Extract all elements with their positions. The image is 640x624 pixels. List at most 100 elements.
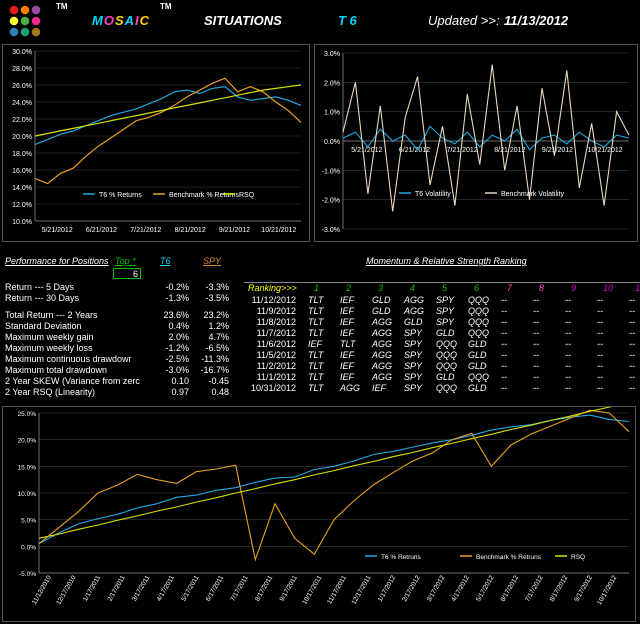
ranking-ticker-cell: -- xyxy=(501,295,507,305)
x-tick-label: 6/17/2011 xyxy=(205,574,225,602)
ranking-ticker-cell: -- xyxy=(533,350,539,360)
y-tick-label: -1.0% xyxy=(322,168,340,175)
performance-title: Performance for Positions xyxy=(5,256,109,266)
legend-label: RSQ xyxy=(571,554,585,561)
ranking-ticker-cell: -- xyxy=(565,306,571,316)
ranking-ticker-cell: -- xyxy=(501,317,507,327)
ranking-ticker-cell: AGG xyxy=(404,306,425,316)
x-tick-label: 4/17/2012 xyxy=(450,574,471,603)
ranking-table: Momentum & Relative Strength Ranking Ran… xyxy=(244,256,640,406)
performance-label-cell: 2 Year RSQ (Linearity) xyxy=(5,387,96,397)
updated-date: 11/13/2012 xyxy=(504,13,569,28)
ranking-ticker-cell: -- xyxy=(501,350,507,360)
ranking-ticker-cell: QQQ xyxy=(468,317,490,327)
ranking-ticker-cell: AGG xyxy=(372,339,393,349)
ranking-ticker-cell: IEF xyxy=(340,328,355,338)
ranking-ticker-cell: QQQ xyxy=(468,306,490,316)
brand-letter: I xyxy=(135,13,140,28)
ranking-ticker-cell: GLD xyxy=(436,372,455,382)
x-tick-label: 5/21/2012 xyxy=(351,147,382,154)
y-tick-label: -5.0% xyxy=(19,571,36,578)
ranking-ticker-cell: IEF xyxy=(340,317,355,327)
ranking-divider xyxy=(244,282,640,283)
ranking-ticker-cell: -- xyxy=(501,339,507,349)
ranking-ticker-cell: QQQ xyxy=(436,383,458,393)
ranking-ticker-cell: AGG xyxy=(372,317,393,327)
ranking-ticker-cell: AGG xyxy=(372,350,393,360)
series-line xyxy=(34,86,302,146)
x-tick-label: 10/17/2012 xyxy=(596,574,619,606)
performance-spy-cell: 0.48 xyxy=(211,387,229,397)
y-tick-label: -3.0% xyxy=(322,227,340,234)
ranking-date-cell: 11/1/2012 xyxy=(256,372,296,382)
mosaic-logo-icon xyxy=(9,5,41,37)
performance-spy-cell: -16.7% xyxy=(200,365,229,375)
y-tick-label: -2.0% xyxy=(322,198,340,205)
ranking-ticker-cell: -- xyxy=(565,328,571,338)
ranking-ticker-cell: -- xyxy=(629,317,635,327)
ranking-ticker-cell: IEF xyxy=(340,306,355,316)
ranking-ticker-cell: -- xyxy=(629,350,635,360)
ranking-ticker-cell: TLT xyxy=(308,306,324,316)
logo-dot xyxy=(9,5,19,15)
y-tick-label: 25.0% xyxy=(18,411,37,418)
ranking-ticker-cell: -- xyxy=(629,361,635,371)
ranking-ticker-cell: IEF xyxy=(340,372,355,382)
performance-spy-cell: 4.7% xyxy=(208,332,229,342)
col-t6-header: T6 xyxy=(160,256,171,266)
top-value-input[interactable]: 6 xyxy=(113,268,141,279)
ranking-ticker-cell: QQQ xyxy=(436,350,458,360)
x-tick-label: 6/21/2012 xyxy=(399,147,430,154)
ranking-ticker-cell: GLD xyxy=(468,350,487,360)
performance-t6-cell: -1.2% xyxy=(165,343,189,353)
ranking-col-header: 2 xyxy=(346,283,352,293)
x-tick-label: 9/17/2011 xyxy=(279,574,299,602)
x-tick-label: 7/21/2012 xyxy=(130,227,161,234)
ranking-ticker-cell: AGG xyxy=(372,372,393,382)
y-tick-label: 28.0% xyxy=(12,66,32,73)
ranking-col-header: 10 xyxy=(603,283,614,293)
ranking-ticker-cell: AGG xyxy=(372,328,393,338)
ranking-date-cell: 11/7/2012 xyxy=(256,328,296,338)
y-tick-label: 10.0% xyxy=(18,491,37,498)
performance-label-cell: Maximum continuous drawdowr xyxy=(5,354,132,364)
performance-label-cell: Return --- 30 Days xyxy=(5,293,80,303)
y-tick-label: 5.0% xyxy=(21,518,36,525)
ranking-ticker-cell: -- xyxy=(629,328,635,338)
ranking-ticker-cell: -- xyxy=(533,295,539,305)
ranking-col-header: 11 xyxy=(635,283,640,293)
volatility-chart: 3.0% 2.0% 1.0% 0.0% -1.0% -2.0% -3.0% 5/21/2012… xyxy=(314,44,638,242)
series-line xyxy=(34,77,302,185)
brand-letter: O xyxy=(103,13,115,28)
ranking-ticker-cell: SPY xyxy=(404,383,423,393)
x-tick-label: 7/21/2012 xyxy=(447,147,478,154)
ranking-col-header: 9 xyxy=(571,283,577,293)
y-tick-label: 22.0% xyxy=(12,117,32,124)
x-tick-label: 12/17/2010 xyxy=(55,574,78,606)
ranking-ticker-cell: SPY xyxy=(404,361,423,371)
ranking-date-cell: 11/2/2012 xyxy=(256,361,296,371)
ranking-title: Momentum & Relative Strength Ranking xyxy=(366,256,527,266)
situations-title: SITUATIONS xyxy=(204,13,282,28)
ranking-ticker-cell: QQQ xyxy=(436,339,458,349)
ranking-ticker-cell: -- xyxy=(597,306,603,316)
ranking-date-cell: 11/9/2012 xyxy=(256,306,296,316)
ranking-ticker-cell: TLT xyxy=(340,339,356,349)
ranking-ticker-cell: IEF xyxy=(340,361,355,371)
ranking-ticker-cell: GLD xyxy=(468,383,487,393)
t6-title: T 6 xyxy=(338,13,357,28)
performance-spy-cell: -6.5% xyxy=(205,343,229,353)
ranking-ticker-cell: IEF xyxy=(308,339,323,349)
ranking-date-cell: 11/8/2012 xyxy=(256,317,296,327)
legend-label: T6 Volatility xyxy=(415,191,451,198)
ranking-ticker-cell: -- xyxy=(501,306,507,316)
brand-letter: S xyxy=(114,13,125,28)
ranking-ticker-cell: -- xyxy=(597,350,603,360)
y-tick-label: 0.0% xyxy=(324,139,340,146)
ranking-date-cell: 11/12/2012 xyxy=(251,295,296,305)
ranking-ticker-cell: -- xyxy=(501,361,507,371)
y-tick-label: 2.0% xyxy=(324,80,340,87)
ranking-ticker-cell: TLT xyxy=(308,295,324,305)
ranking-ticker-cell: AGG xyxy=(372,361,393,371)
performance-spy-cell: -11.3% xyxy=(201,354,229,364)
